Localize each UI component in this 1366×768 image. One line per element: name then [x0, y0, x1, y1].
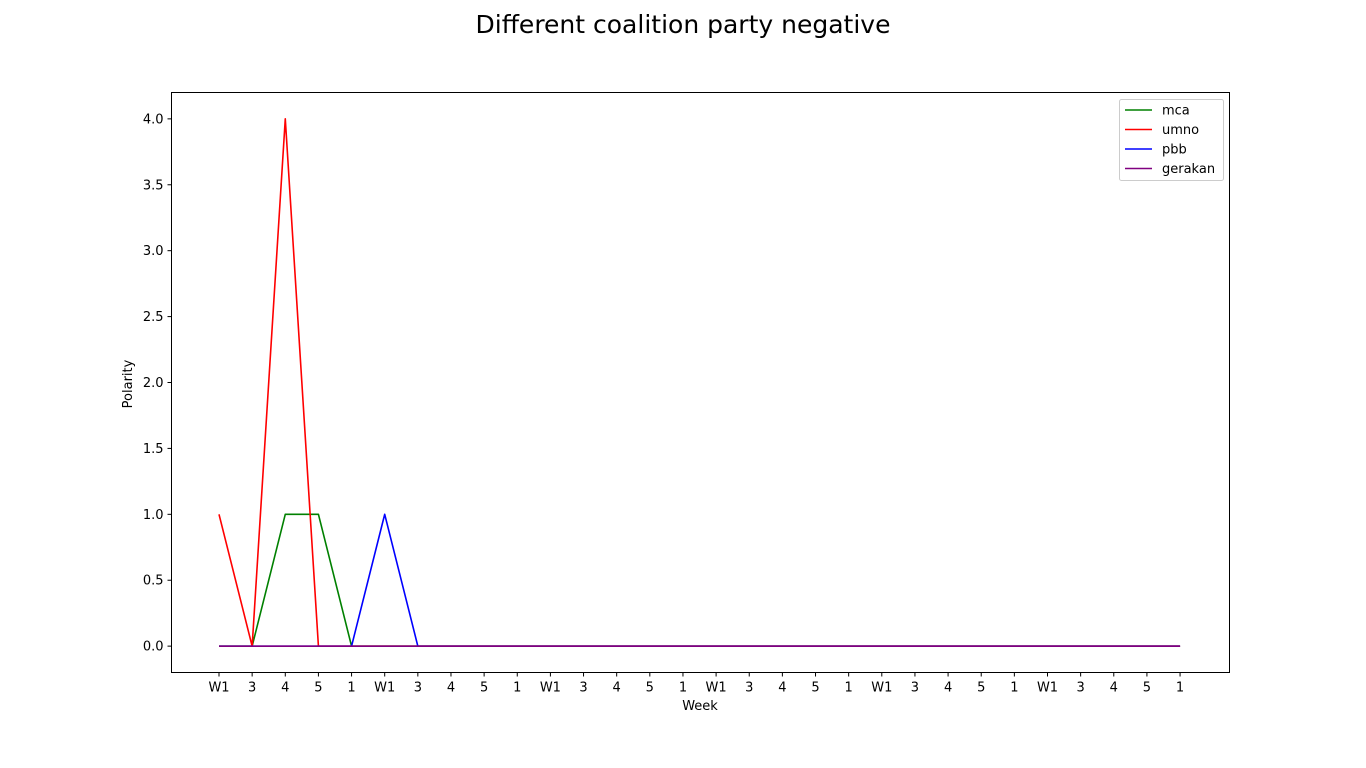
y-tick-label: 1.0: [143, 508, 164, 523]
x-tick-label: 5: [646, 681, 654, 696]
x-tick-label: 3: [414, 681, 422, 696]
x-tick-label: 1: [845, 681, 853, 696]
legend-label-gerakan: gerakan: [1162, 162, 1215, 177]
y-tick-label: 2.5: [143, 310, 164, 325]
y-tick-label: 0.0: [143, 640, 164, 655]
legend-label-umno: umno: [1162, 123, 1199, 138]
x-tick-label: 4: [778, 681, 786, 696]
y-tick-label: 3.5: [143, 178, 164, 193]
series-line-umno: [218, 118, 1181, 647]
x-tick-label: 1: [679, 681, 687, 696]
x-tick-label: 5: [314, 681, 322, 696]
x-tick-label: 5: [977, 681, 985, 696]
x-tick-label: 4: [1110, 681, 1118, 696]
series-line-pbb: [219, 513, 1181, 647]
x-tick-label: W1: [374, 681, 395, 696]
legend-label-mca: mca: [1162, 104, 1190, 119]
y-tick-label: 1.5: [143, 442, 164, 457]
x-tick-label: 5: [480, 681, 488, 696]
x-tick-label: 1: [513, 681, 521, 696]
x-tick-label: W1: [706, 681, 727, 696]
x-tick-label: W1: [208, 681, 229, 696]
x-tick-label: 3: [911, 681, 919, 696]
x-axis-label: Week: [682, 699, 718, 714]
chart-title: Different coalition party negative: [475, 10, 891, 39]
x-tick-label: 5: [811, 681, 819, 696]
x-tick-label: 1: [347, 681, 355, 696]
y-tick-label: 2.0: [143, 376, 164, 391]
series-line-mca: [219, 513, 1181, 647]
x-tick-label: 4: [944, 681, 952, 696]
series-layer: [218, 118, 1181, 647]
y-axis-ticks: 0.0 0.5 1.0 1.5 2.0 2.5 3.0 3.5 4.0: [143, 112, 172, 655]
legend: mca umno pbb gerakan: [1119, 99, 1224, 181]
x-tick-label: 1: [1010, 681, 1018, 696]
y-tick-label: 4.0: [143, 112, 164, 127]
legend-label-pbb: pbb: [1162, 143, 1187, 158]
y-tick-label: 3.0: [143, 244, 164, 259]
y-tick-label: 0.5: [143, 574, 164, 589]
x-tick-label: 4: [613, 681, 621, 696]
x-tick-label: 4: [281, 681, 289, 696]
legend-box: [1119, 99, 1224, 181]
x-tick-label: 3: [579, 681, 587, 696]
x-tick-label: W1: [540, 681, 561, 696]
x-tick-label: 1: [1176, 681, 1184, 696]
x-axis-ticks: W1 3 4 5 1 W1 3 4 5 1 W1 3 4 5 1 W1 3 4 5 1 W1 3 4 5 1 W1 3 4 5 1: [208, 672, 1184, 696]
y-axis-label: Polarity: [121, 359, 136, 408]
x-tick-label: 3: [1076, 681, 1084, 696]
x-tick-label: 5: [1143, 681, 1151, 696]
x-tick-label: W1: [1037, 681, 1058, 696]
x-tick-label: 3: [248, 681, 256, 696]
x-tick-label: 3: [745, 681, 753, 696]
plot-frame: [171, 92, 1230, 673]
x-tick-label: W1: [871, 681, 892, 696]
x-tick-label: 4: [447, 681, 455, 696]
